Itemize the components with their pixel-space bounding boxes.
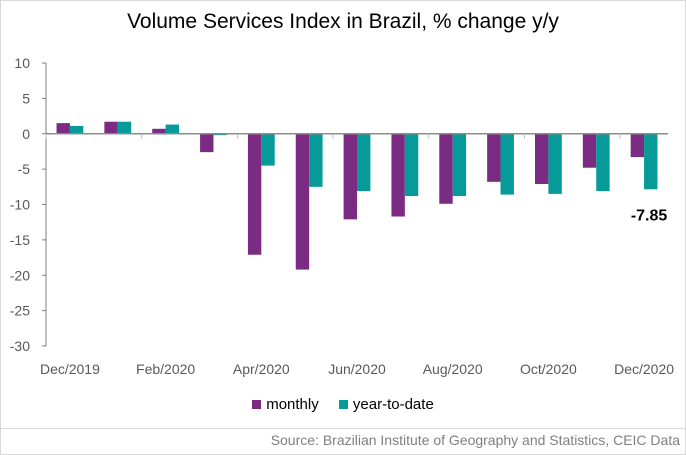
y-tick-label: -10 — [10, 197, 30, 213]
legend-swatch-monthly — [252, 400, 262, 409]
x-tick-label: Dec/2020 — [614, 361, 674, 377]
chart-title: Volume Services Index in Brazil, % chang… — [127, 10, 559, 33]
bar-ytd — [69, 125, 84, 134]
bar-monthly — [391, 133, 405, 217]
bar-ytd — [596, 133, 610, 192]
y-tick-label: -15 — [10, 232, 30, 248]
bar-ytd — [261, 133, 275, 166]
y-tick-label: 0 — [22, 126, 30, 142]
bar-monthly — [152, 128, 166, 134]
bar-monthly — [343, 133, 357, 220]
bar-chart: 10 5 0 -5 -10 -15 -20 -25 -30 Dec/2019 Feb/2020 Apr… — [10, 55, 674, 377]
y-tick-label: -30 — [10, 338, 30, 354]
legend-label: year-to-date — [352, 396, 434, 413]
data-label: -7.85 — [631, 207, 668, 224]
x-tick-label: Dec/2019 — [40, 361, 100, 377]
bar-monthly — [200, 133, 214, 153]
bar-ytd — [452, 133, 467, 197]
bar-ytd — [165, 124, 180, 134]
bar-monthly — [630, 133, 645, 158]
y-tick-label: 5 — [22, 90, 30, 106]
y-tick-label: -25 — [10, 303, 30, 319]
bar-monthly — [104, 121, 118, 134]
x-tick-label: Jun/2020 — [328, 361, 386, 377]
bar-monthly — [487, 133, 501, 182]
y-tick-label: -20 — [10, 267, 30, 283]
legend-item-monthly: monthly — [252, 396, 319, 413]
bar-monthly — [582, 133, 597, 168]
legend-item-ytd: year-to-date — [338, 396, 434, 413]
x-tick-label: Feb/2020 — [136, 361, 195, 377]
bar-ytd — [117, 121, 132, 134]
x-tick-label: Apr/2020 — [233, 361, 290, 377]
bar-ytd — [548, 133, 562, 194]
legend-swatch-ytd — [338, 400, 348, 409]
bar-monthly — [439, 133, 453, 204]
bar-monthly — [534, 133, 549, 184]
divider — [0, 428, 686, 429]
bar-ytd — [500, 133, 514, 195]
x-tick-label: Aug/2020 — [423, 361, 483, 377]
legend-label: monthly — [266, 396, 319, 413]
bar-ytd — [404, 133, 419, 197]
y-tick-label: -5 — [18, 161, 31, 177]
bar-monthly — [247, 133, 262, 255]
bar-monthly — [295, 133, 310, 270]
bar-ytd — [357, 133, 371, 192]
bar-monthly — [56, 123, 70, 134]
y-tick-label: 10 — [14, 55, 30, 71]
bar-ytd — [644, 133, 658, 190]
legend: monthly year-to-date — [0, 396, 686, 413]
source-note: Source: Brazilian Institute of Geography… — [270, 432, 680, 448]
bar-ytd — [309, 133, 323, 187]
x-tick-label: Oct/2020 — [520, 361, 577, 377]
